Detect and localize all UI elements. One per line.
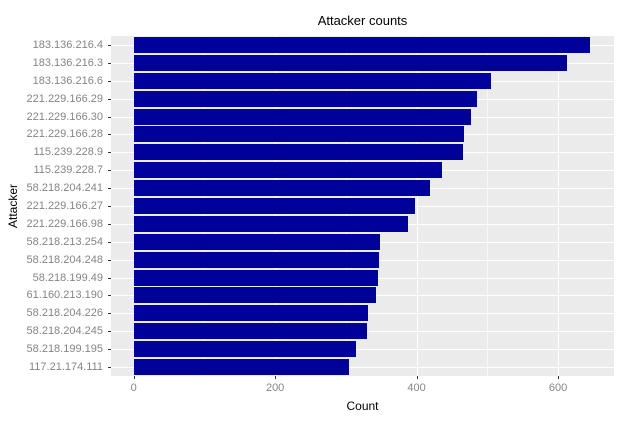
y-tick-mark xyxy=(108,98,111,100)
bar xyxy=(133,180,431,197)
y-tick-mark xyxy=(108,331,111,333)
x-tick-label: 600 xyxy=(548,382,568,394)
bar xyxy=(133,198,416,214)
y-tick-mark xyxy=(108,188,111,190)
y-tick-label: 117.21.174.111 xyxy=(28,361,103,374)
y-tick-label: 58.218.204.226 xyxy=(26,307,103,320)
bar xyxy=(133,233,380,250)
bar xyxy=(133,162,443,179)
gridline-row xyxy=(111,349,614,351)
y-tick-mark xyxy=(108,116,111,118)
x-tick-mark xyxy=(275,376,277,379)
y-tick-mark xyxy=(108,134,111,136)
y-tick-mark xyxy=(108,62,111,64)
y-tick-label: 58.218.199.195 xyxy=(26,343,103,356)
bar xyxy=(133,323,368,340)
y-axis: 183.136.216.4 183.136.216.3 183.136.216.6 2… xyxy=(0,36,111,376)
y-tick-mark xyxy=(108,223,111,225)
y-tick-mark xyxy=(108,170,111,172)
y-tick-mark xyxy=(108,277,111,279)
y-tick-label: 221.229.166.28 xyxy=(26,128,103,141)
gridline-row xyxy=(111,367,614,369)
bar xyxy=(133,341,356,358)
y-tick-mark xyxy=(108,152,111,154)
y-tick-mark xyxy=(108,241,111,243)
y-tick-label: 221.229.166.27 xyxy=(26,200,103,212)
y-tick-mark xyxy=(108,44,111,46)
chart-title: Attacker counts xyxy=(317,13,408,28)
y-tick-label: 221.229.166.98 xyxy=(26,217,103,230)
bar xyxy=(133,108,472,125)
bar xyxy=(133,251,380,268)
x-tick-mark xyxy=(416,376,418,379)
y-tick-label: 58.218.204.241 xyxy=(26,182,103,195)
x-tick-mark xyxy=(558,376,560,379)
y-tick-mark xyxy=(108,259,111,261)
x-axis: 0 200 400 600 xyxy=(111,376,614,428)
bar xyxy=(133,90,478,107)
bar xyxy=(133,72,491,89)
y-tick-label: 115.239.228.9 xyxy=(33,146,103,159)
bar xyxy=(133,305,369,322)
y-tick-label: 115.239.228.7 xyxy=(33,164,103,177)
bar xyxy=(133,359,350,376)
y-tick-label: 183.136.216.3 xyxy=(32,56,103,69)
bar xyxy=(133,126,464,143)
y-tick-mark xyxy=(108,295,111,297)
y-tick-mark xyxy=(108,313,111,315)
y-tick-label: 58.218.204.245 xyxy=(26,325,103,338)
bar xyxy=(133,144,463,161)
y-tick-mark xyxy=(108,349,111,351)
plot-panel xyxy=(111,36,614,376)
y-tick-mark xyxy=(108,367,111,369)
x-tick-label: 200 xyxy=(265,382,285,394)
bar xyxy=(133,54,567,71)
bar xyxy=(133,269,378,286)
y-tick-label: 183.136.216.4 xyxy=(32,38,103,51)
x-axis-title: Count xyxy=(346,399,379,413)
y-tick-label: 58.218.199.49 xyxy=(32,271,103,284)
y-tick-mark xyxy=(108,206,111,207)
y-tick-label: 183.136.216.6 xyxy=(32,74,103,87)
x-tick-label: 0 xyxy=(130,382,137,394)
y-tick-label: 58.218.204.248 xyxy=(26,253,103,266)
y-tick-label: 221.229.166.30 xyxy=(26,110,103,123)
y-tick-label: 61.160.213.190 xyxy=(26,289,103,302)
x-tick-label: 400 xyxy=(407,382,426,394)
y-tick-mark xyxy=(108,80,111,82)
bar xyxy=(133,215,409,232)
x-tick-mark xyxy=(133,376,135,379)
bar xyxy=(133,287,377,304)
y-tick-label: 221.229.166.29 xyxy=(26,92,103,105)
bar xyxy=(133,36,590,53)
y-tick-label: 58.218.213.254 xyxy=(26,235,103,248)
